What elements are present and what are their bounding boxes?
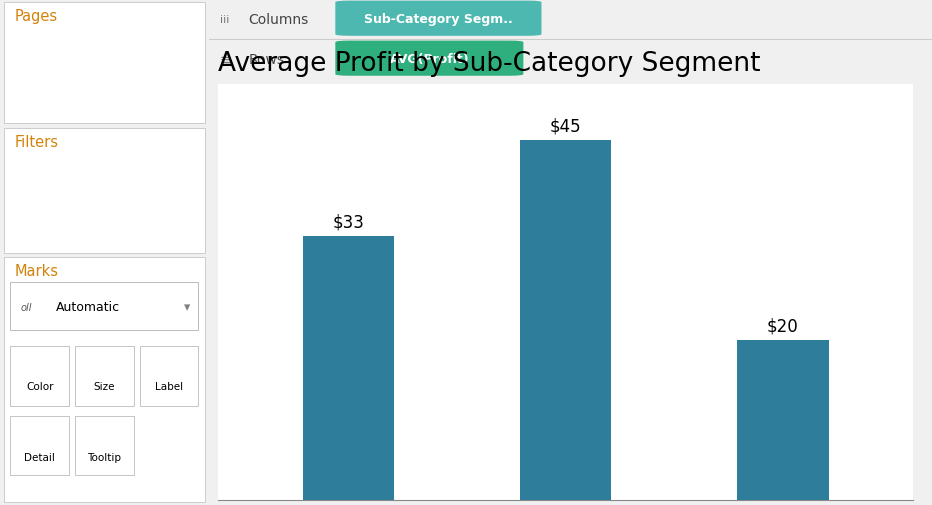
FancyBboxPatch shape	[10, 417, 69, 475]
Text: $33: $33	[333, 213, 364, 231]
FancyBboxPatch shape	[10, 283, 199, 331]
FancyBboxPatch shape	[4, 3, 205, 124]
Text: Detail: Detail	[24, 452, 55, 462]
Text: oll: oll	[21, 302, 33, 312]
Text: Tooltip: Tooltip	[88, 452, 121, 462]
FancyBboxPatch shape	[336, 41, 524, 77]
Text: ≡: ≡	[220, 53, 231, 67]
Text: $20: $20	[767, 317, 799, 335]
Text: Average Profit by Sub-Category Segment: Average Profit by Sub-Category Segment	[218, 51, 761, 77]
Text: Columns: Columns	[249, 13, 308, 27]
FancyBboxPatch shape	[4, 258, 205, 502]
Bar	[303, 236, 394, 500]
Bar	[737, 340, 829, 500]
Text: ▾: ▾	[184, 300, 190, 314]
FancyBboxPatch shape	[140, 346, 199, 407]
Bar	[520, 141, 611, 500]
Text: Color: Color	[26, 381, 53, 391]
FancyBboxPatch shape	[336, 2, 541, 37]
Text: Automatic: Automatic	[56, 300, 120, 314]
Text: Sub-Category Segm..: Sub-Category Segm..	[364, 13, 513, 26]
FancyBboxPatch shape	[75, 417, 133, 475]
Text: Filters: Filters	[15, 135, 59, 150]
Text: iii: iii	[220, 15, 229, 25]
Text: Pages: Pages	[15, 9, 58, 24]
Text: AVG(Profit): AVG(Profit)	[390, 53, 469, 66]
FancyBboxPatch shape	[4, 129, 205, 254]
FancyBboxPatch shape	[75, 346, 133, 407]
Text: Rows: Rows	[249, 53, 284, 67]
Text: $45: $45	[550, 117, 582, 135]
Text: Label: Label	[155, 381, 184, 391]
FancyBboxPatch shape	[10, 346, 69, 407]
Text: Marks: Marks	[15, 264, 59, 279]
Text: Size: Size	[93, 381, 116, 391]
